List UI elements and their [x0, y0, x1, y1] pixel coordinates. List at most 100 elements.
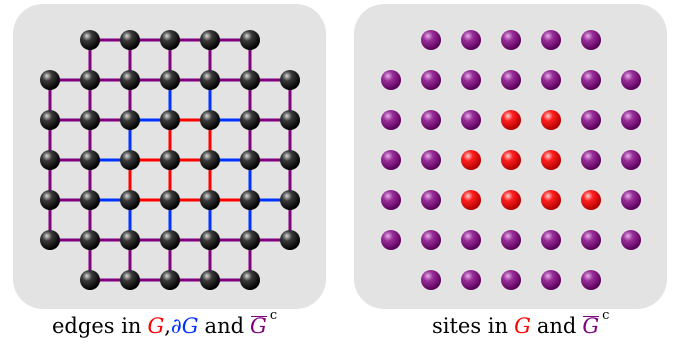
site-in-complement	[501, 30, 521, 50]
site-in-complement	[461, 30, 481, 50]
lattice-site	[200, 230, 220, 250]
lattice-site	[160, 150, 180, 170]
caption-right-G: G	[514, 314, 531, 338]
site-in-complement	[421, 30, 441, 50]
site-in-complement	[381, 230, 401, 250]
site-in-complement	[381, 70, 401, 90]
lattice-site	[40, 110, 60, 130]
site-in-complement	[581, 150, 601, 170]
left-site-layer	[40, 30, 300, 290]
lattice-site	[120, 230, 140, 250]
lattice-site	[160, 190, 180, 210]
lattice-site	[40, 190, 60, 210]
caption-left-and: and	[204, 314, 245, 338]
site-in-complement	[541, 230, 561, 250]
lattice-site	[160, 270, 180, 290]
caption-left-boundary: ∂G	[170, 314, 199, 338]
lattice-site	[200, 150, 220, 170]
site-in-complement	[461, 110, 481, 130]
site-in-complement	[461, 230, 481, 250]
site-in-G	[581, 190, 601, 210]
site-in-complement	[421, 230, 441, 250]
caption-left-comma: ,	[164, 314, 171, 338]
lattice-site	[80, 230, 100, 250]
site-in-G	[461, 150, 481, 170]
site-in-complement	[421, 270, 441, 290]
lattice-site	[120, 110, 140, 130]
lattice-site	[80, 110, 100, 130]
site-in-G	[541, 190, 561, 210]
site-in-complement	[581, 30, 601, 50]
site-in-complement	[421, 70, 441, 90]
lattice-site	[120, 30, 140, 50]
site-in-complement	[381, 150, 401, 170]
site-in-G	[541, 150, 561, 170]
caption-right-and: and	[536, 314, 577, 338]
lattice-site	[200, 30, 220, 50]
lattice-site	[240, 150, 260, 170]
site-in-complement	[621, 190, 641, 210]
lattice-site	[200, 110, 220, 130]
figure-canvas	[13, 4, 667, 309]
site-in-G	[461, 190, 481, 210]
lattice-site	[280, 110, 300, 130]
lattice-site	[80, 30, 100, 50]
lattice-site	[240, 70, 260, 90]
site-in-complement	[501, 230, 521, 250]
lattice-site	[40, 230, 60, 250]
lattice-site	[240, 230, 260, 250]
site-in-complement	[501, 270, 521, 290]
lattice-site	[200, 190, 220, 210]
site-in-complement	[621, 150, 641, 170]
site-in-complement	[621, 70, 641, 90]
caption-left-complement-mark: c	[269, 308, 278, 323]
site-in-G	[501, 150, 521, 170]
lattice-site	[80, 150, 100, 170]
site-in-complement	[541, 70, 561, 90]
lattice-site	[240, 110, 260, 130]
site-in-complement	[381, 190, 401, 210]
site-in-G	[501, 110, 521, 130]
lattice-site	[280, 190, 300, 210]
site-in-complement	[421, 190, 441, 210]
site-in-complement	[581, 70, 601, 90]
site-in-complement	[421, 110, 441, 130]
lattice-site	[280, 150, 300, 170]
caption-left-Gbar: G	[250, 314, 267, 338]
site-in-complement	[461, 270, 481, 290]
site-in-G	[501, 190, 521, 210]
caption-left: edges in G , ∂G and G c	[52, 308, 277, 350]
lattice-site	[40, 150, 60, 170]
lattice-site	[120, 70, 140, 90]
lattice-site	[200, 70, 220, 90]
lattice-site	[240, 30, 260, 50]
lattice-site	[160, 70, 180, 90]
lattice-site	[80, 70, 100, 90]
right-site-layer	[381, 30, 641, 290]
lattice-site	[160, 110, 180, 130]
lattice-site	[160, 230, 180, 250]
site-in-complement	[501, 70, 521, 90]
caption-right-prefix: sites in	[432, 314, 509, 338]
lattice-site	[280, 70, 300, 90]
lattice-site	[120, 270, 140, 290]
site-in-complement	[581, 230, 601, 250]
caption-right-Gbar: G	[582, 314, 600, 338]
site-in-complement	[421, 150, 441, 170]
lattice-site	[160, 30, 180, 50]
site-in-complement	[381, 110, 401, 130]
lattice-site	[80, 190, 100, 210]
caption-right: sites in G and G c	[432, 308, 609, 350]
site-in-G	[541, 110, 561, 130]
site-in-complement	[581, 270, 601, 290]
lattice-site	[280, 230, 300, 250]
site-in-complement	[621, 230, 641, 250]
site-in-complement	[461, 70, 481, 90]
caption-left-prefix: edges in	[52, 314, 142, 338]
lattice-site	[40, 70, 60, 90]
caption-right-complement-mark: c	[602, 308, 610, 323]
site-in-complement	[541, 270, 561, 290]
lattice-site	[240, 270, 260, 290]
lattice-site	[120, 190, 140, 210]
lattice-site	[80, 270, 100, 290]
